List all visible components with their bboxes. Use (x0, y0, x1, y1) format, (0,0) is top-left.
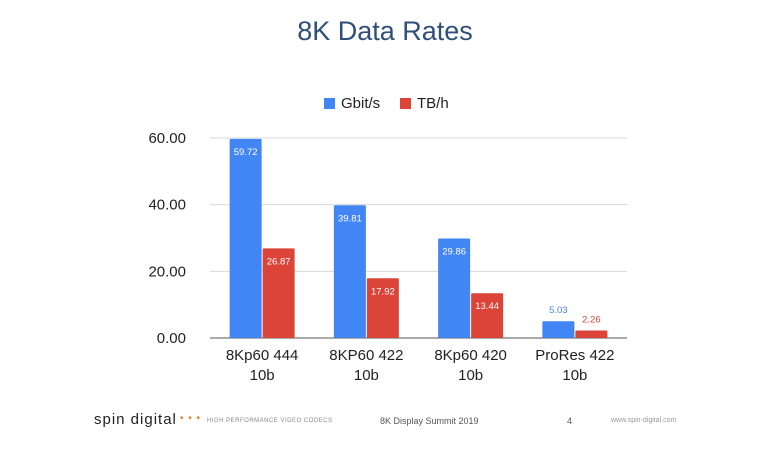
data-label: 39.81 (338, 213, 362, 224)
bar-TB/h (366, 278, 399, 338)
legend-swatch (400, 98, 411, 109)
bar-Gbit/s (542, 321, 575, 338)
x-tick-label: 8Kp60 420 (434, 347, 507, 364)
logo-dots: • • • (180, 413, 202, 424)
bar-TB/h (471, 293, 504, 338)
x-tick-label: 10b (354, 367, 379, 384)
y-tick-label: 60.00 (148, 130, 186, 147)
data-label: 26.87 (267, 256, 291, 267)
bar-Gbit/s (229, 138, 262, 338)
x-tick-label: 10b (562, 367, 587, 384)
data-label: 5.03 (549, 305, 568, 316)
x-tick-label: 8Kp60 444 (226, 347, 299, 364)
data-label: 29.86 (442, 246, 466, 257)
spin-digital-logo: spin digital (94, 411, 177, 428)
y-tick-label: 0.00 (157, 330, 186, 347)
x-tick-label: 10b (458, 367, 483, 384)
y-tick-label: 40.00 (148, 197, 186, 214)
bar-Gbit/s (333, 205, 366, 338)
x-tick-label: 10b (250, 367, 275, 384)
data-label: 2.26 (582, 314, 601, 325)
footer-event: 8K Display Summit 2019 (380, 416, 479, 426)
bar-TB/h (262, 248, 295, 338)
page-number: 4 (567, 416, 573, 426)
data-label: 59.72 (234, 147, 258, 158)
footer-url: www.spin-digital.com (611, 417, 677, 424)
x-tick-label: ProRes 422 (535, 347, 614, 364)
legend-swatch (324, 98, 335, 109)
data-label: 17.92 (371, 286, 395, 297)
footer-tagline: HIGH PERFORMANCE VIDEO CODECS (207, 418, 333, 424)
y-tick-label: 20.00 (148, 263, 186, 280)
legend-label: TB/h (417, 95, 449, 112)
legend-label: Gbit/s (341, 95, 380, 112)
bar-TB/h (575, 330, 608, 338)
slide-title: 8K Data Rates (297, 16, 473, 46)
bar-Gbit/s (438, 238, 471, 338)
data-label: 13.44 (475, 301, 499, 312)
x-tick-label: 8KP60 422 (329, 347, 403, 364)
